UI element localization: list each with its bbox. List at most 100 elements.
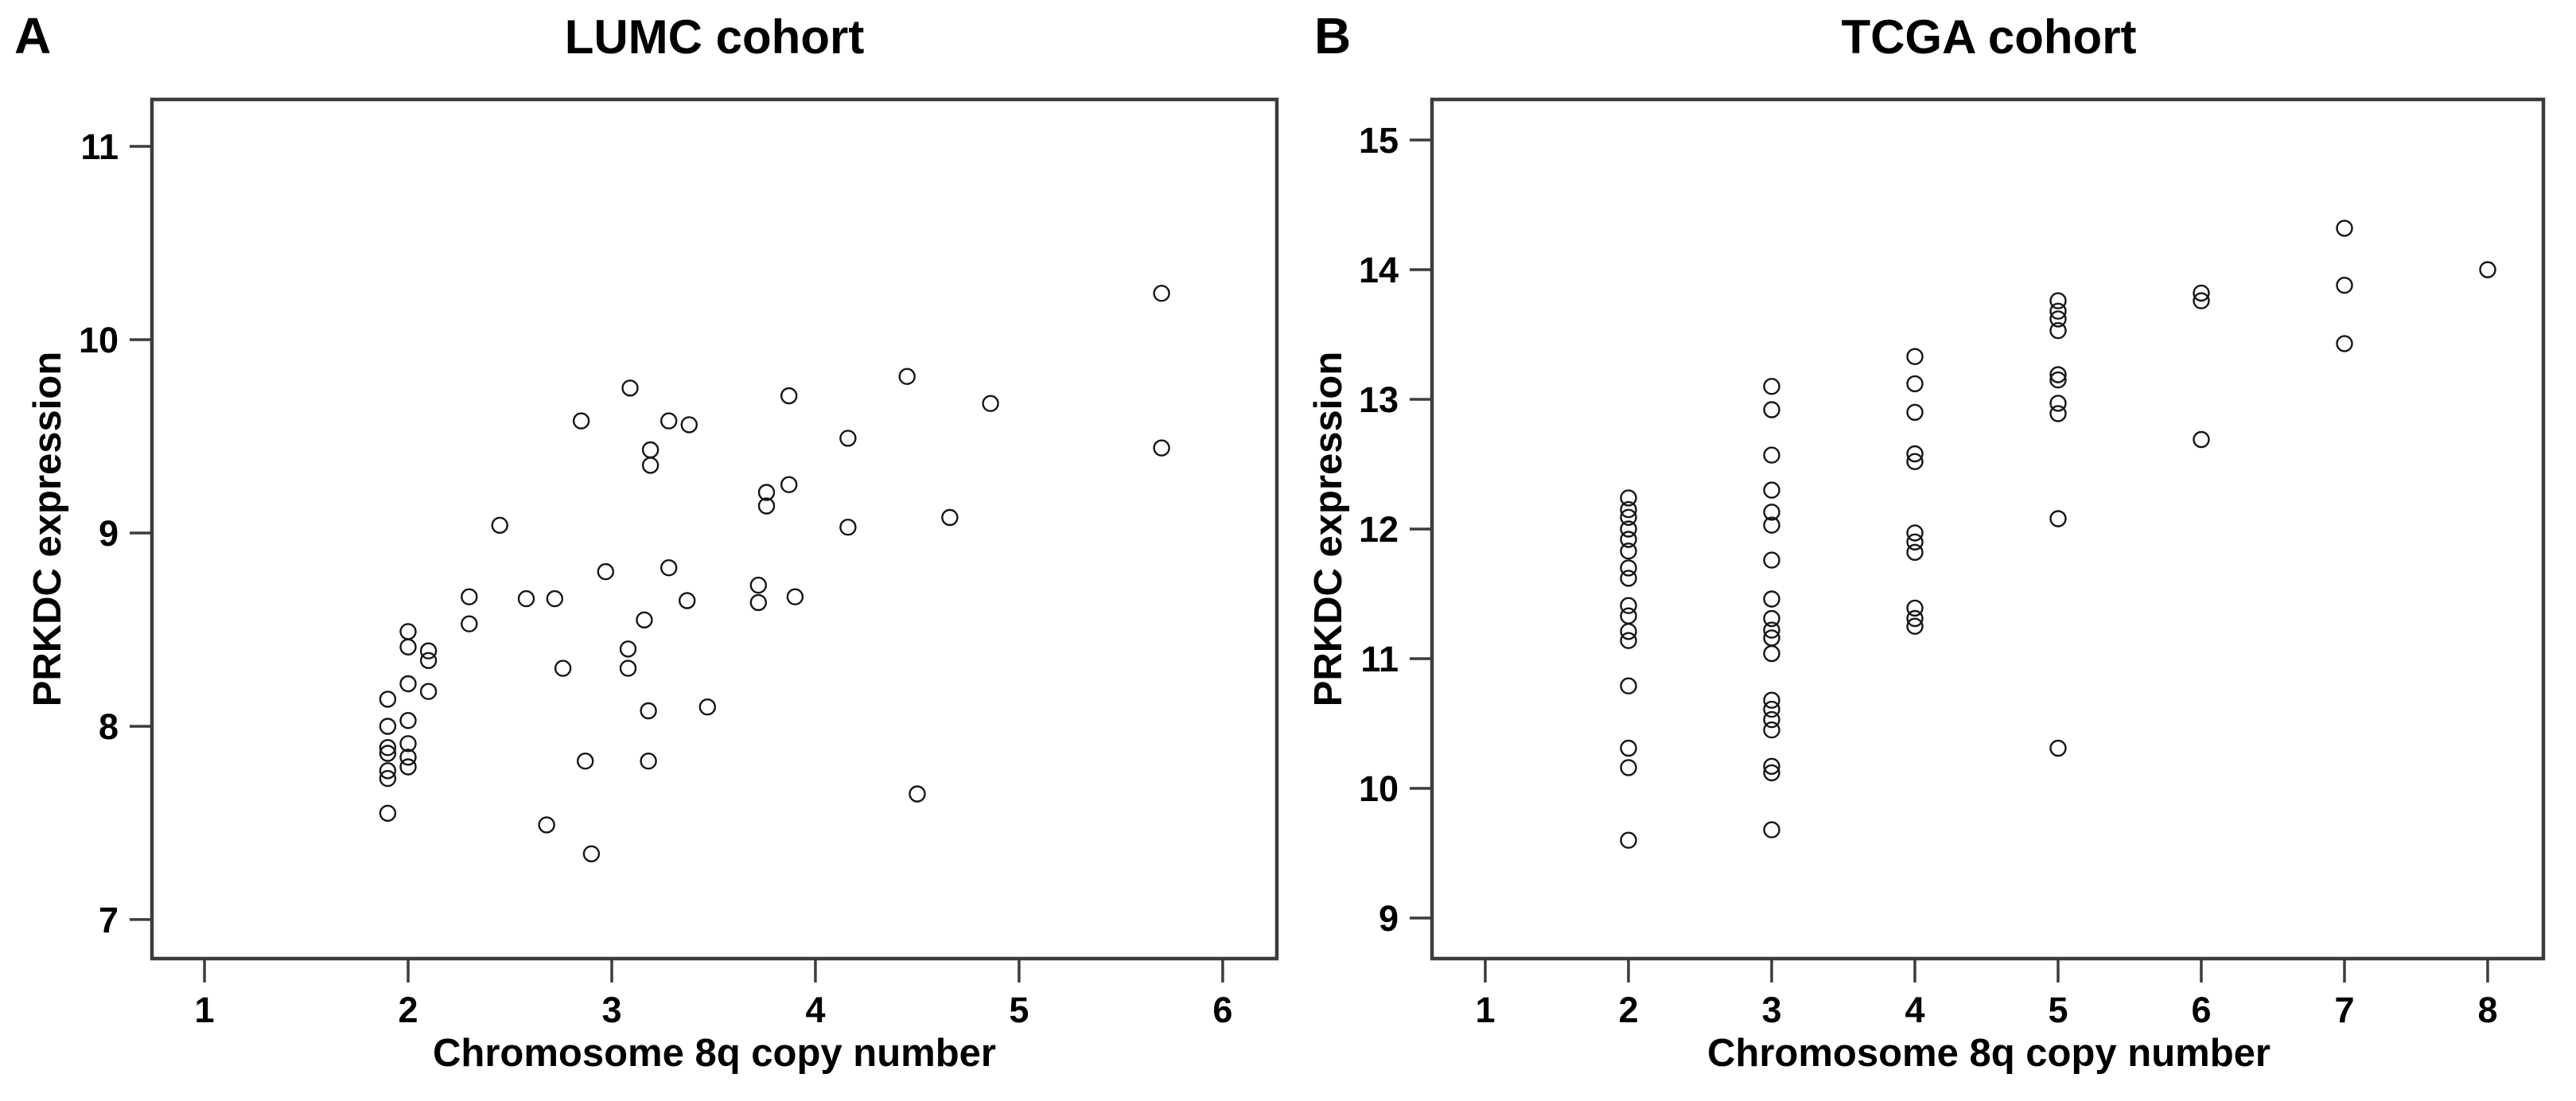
panel-b-plot-box [1430,97,2546,961]
data-point [491,516,508,534]
data-point [2049,371,2067,389]
data-point [1620,500,1637,519]
x-tick-label: 1 [195,990,215,1030]
data-point [2049,321,2067,340]
data-point [1620,607,1637,624]
x-tick-label: 6 [2191,990,2211,1030]
x-tick-label: 3 [1761,990,1781,1030]
data-point [1906,617,1924,635]
data-point [1153,439,1170,457]
data-point [461,588,478,605]
data-point [1620,831,1637,849]
data-point [982,395,999,412]
data-point [619,640,637,658]
data-point [1763,644,1780,663]
data-point [577,753,594,770]
data-point [1620,759,1637,776]
data-point [1763,764,1780,782]
data-point [2193,292,2210,309]
data-point [1763,446,1780,464]
x-tick-label: 1 [1475,990,1495,1030]
data-point [399,712,417,729]
panel-a-title: LUMC cohort [564,10,865,64]
data-point [2049,395,2067,412]
data-point [1763,691,1780,709]
data-point [839,430,857,447]
panel-a-x-axis-label: Chromosome 8q copy number [433,1032,996,1075]
data-point [546,589,563,608]
data-point [1906,543,1924,561]
y-tick-label: 7 [99,900,119,940]
data-point [1153,285,1170,302]
y-tick-label: 9 [99,513,119,554]
x-tick-label: 6 [1212,990,1232,1030]
x-tick-label: 8 [2477,990,2497,1030]
x-tick-label: 5 [1009,990,1029,1030]
data-point [1763,401,1780,418]
data-point [554,659,572,677]
data-point [399,623,417,640]
data-point [2049,510,2067,527]
data-point [1906,403,1924,421]
data-point [399,675,417,693]
data-point [1763,700,1780,718]
data-point [1763,504,1780,521]
y-tick-label: 15 [1359,120,1399,161]
data-point [379,691,397,708]
data-point [757,484,776,501]
data-point [1763,551,1780,569]
panel-a-letter: A [14,7,52,64]
data-point [2049,405,2067,422]
data-point [461,615,478,632]
data-point [839,519,857,536]
panel-b-title: TCGA cohort [1841,10,2137,64]
data-point [1906,533,1924,550]
data-point [898,368,916,385]
data-point [2193,430,2210,449]
data-point [597,562,614,581]
data-point [2049,302,2067,320]
data-point [1906,524,1924,542]
data-point [1620,559,1637,577]
y-tick-label: 14 [1359,250,1399,290]
data-point [379,745,397,762]
data-point [379,718,397,735]
data-point [399,749,417,766]
y-tick-label: 12 [1359,509,1399,550]
data-point [399,758,417,776]
y-tick-label: 10 [79,320,119,360]
data-point [2479,261,2496,278]
data-point [941,508,959,527]
data-point [1906,445,1924,463]
data-point [1620,597,1637,614]
y-tick-label: 8 [99,706,119,747]
data-point [909,785,926,803]
x-tick-label: 7 [2334,990,2354,1030]
x-tick-label: 4 [1905,990,1924,1030]
data-point [1620,508,1637,526]
data-point [2336,335,2353,352]
data-point [2336,276,2353,294]
data-point [419,652,438,669]
data-point [780,476,798,493]
y-tick-label: 9 [1379,898,1399,939]
data-point [780,387,798,405]
data-point [399,638,417,656]
data-point [379,762,397,780]
data-point [2049,739,2067,757]
data-point [1620,489,1637,507]
data-point [757,497,776,515]
data-point [538,816,555,834]
data-point [1906,599,1924,617]
data-point [636,611,653,628]
data-point [1763,710,1780,729]
data-point [749,593,767,612]
data-point [680,416,698,434]
data-point [1763,481,1780,499]
data-point [679,592,696,609]
x-tick-label: 4 [805,990,825,1030]
data-point [2193,284,2210,302]
y-tick-label: 10 [1359,768,1399,809]
data-point [1620,623,1637,640]
